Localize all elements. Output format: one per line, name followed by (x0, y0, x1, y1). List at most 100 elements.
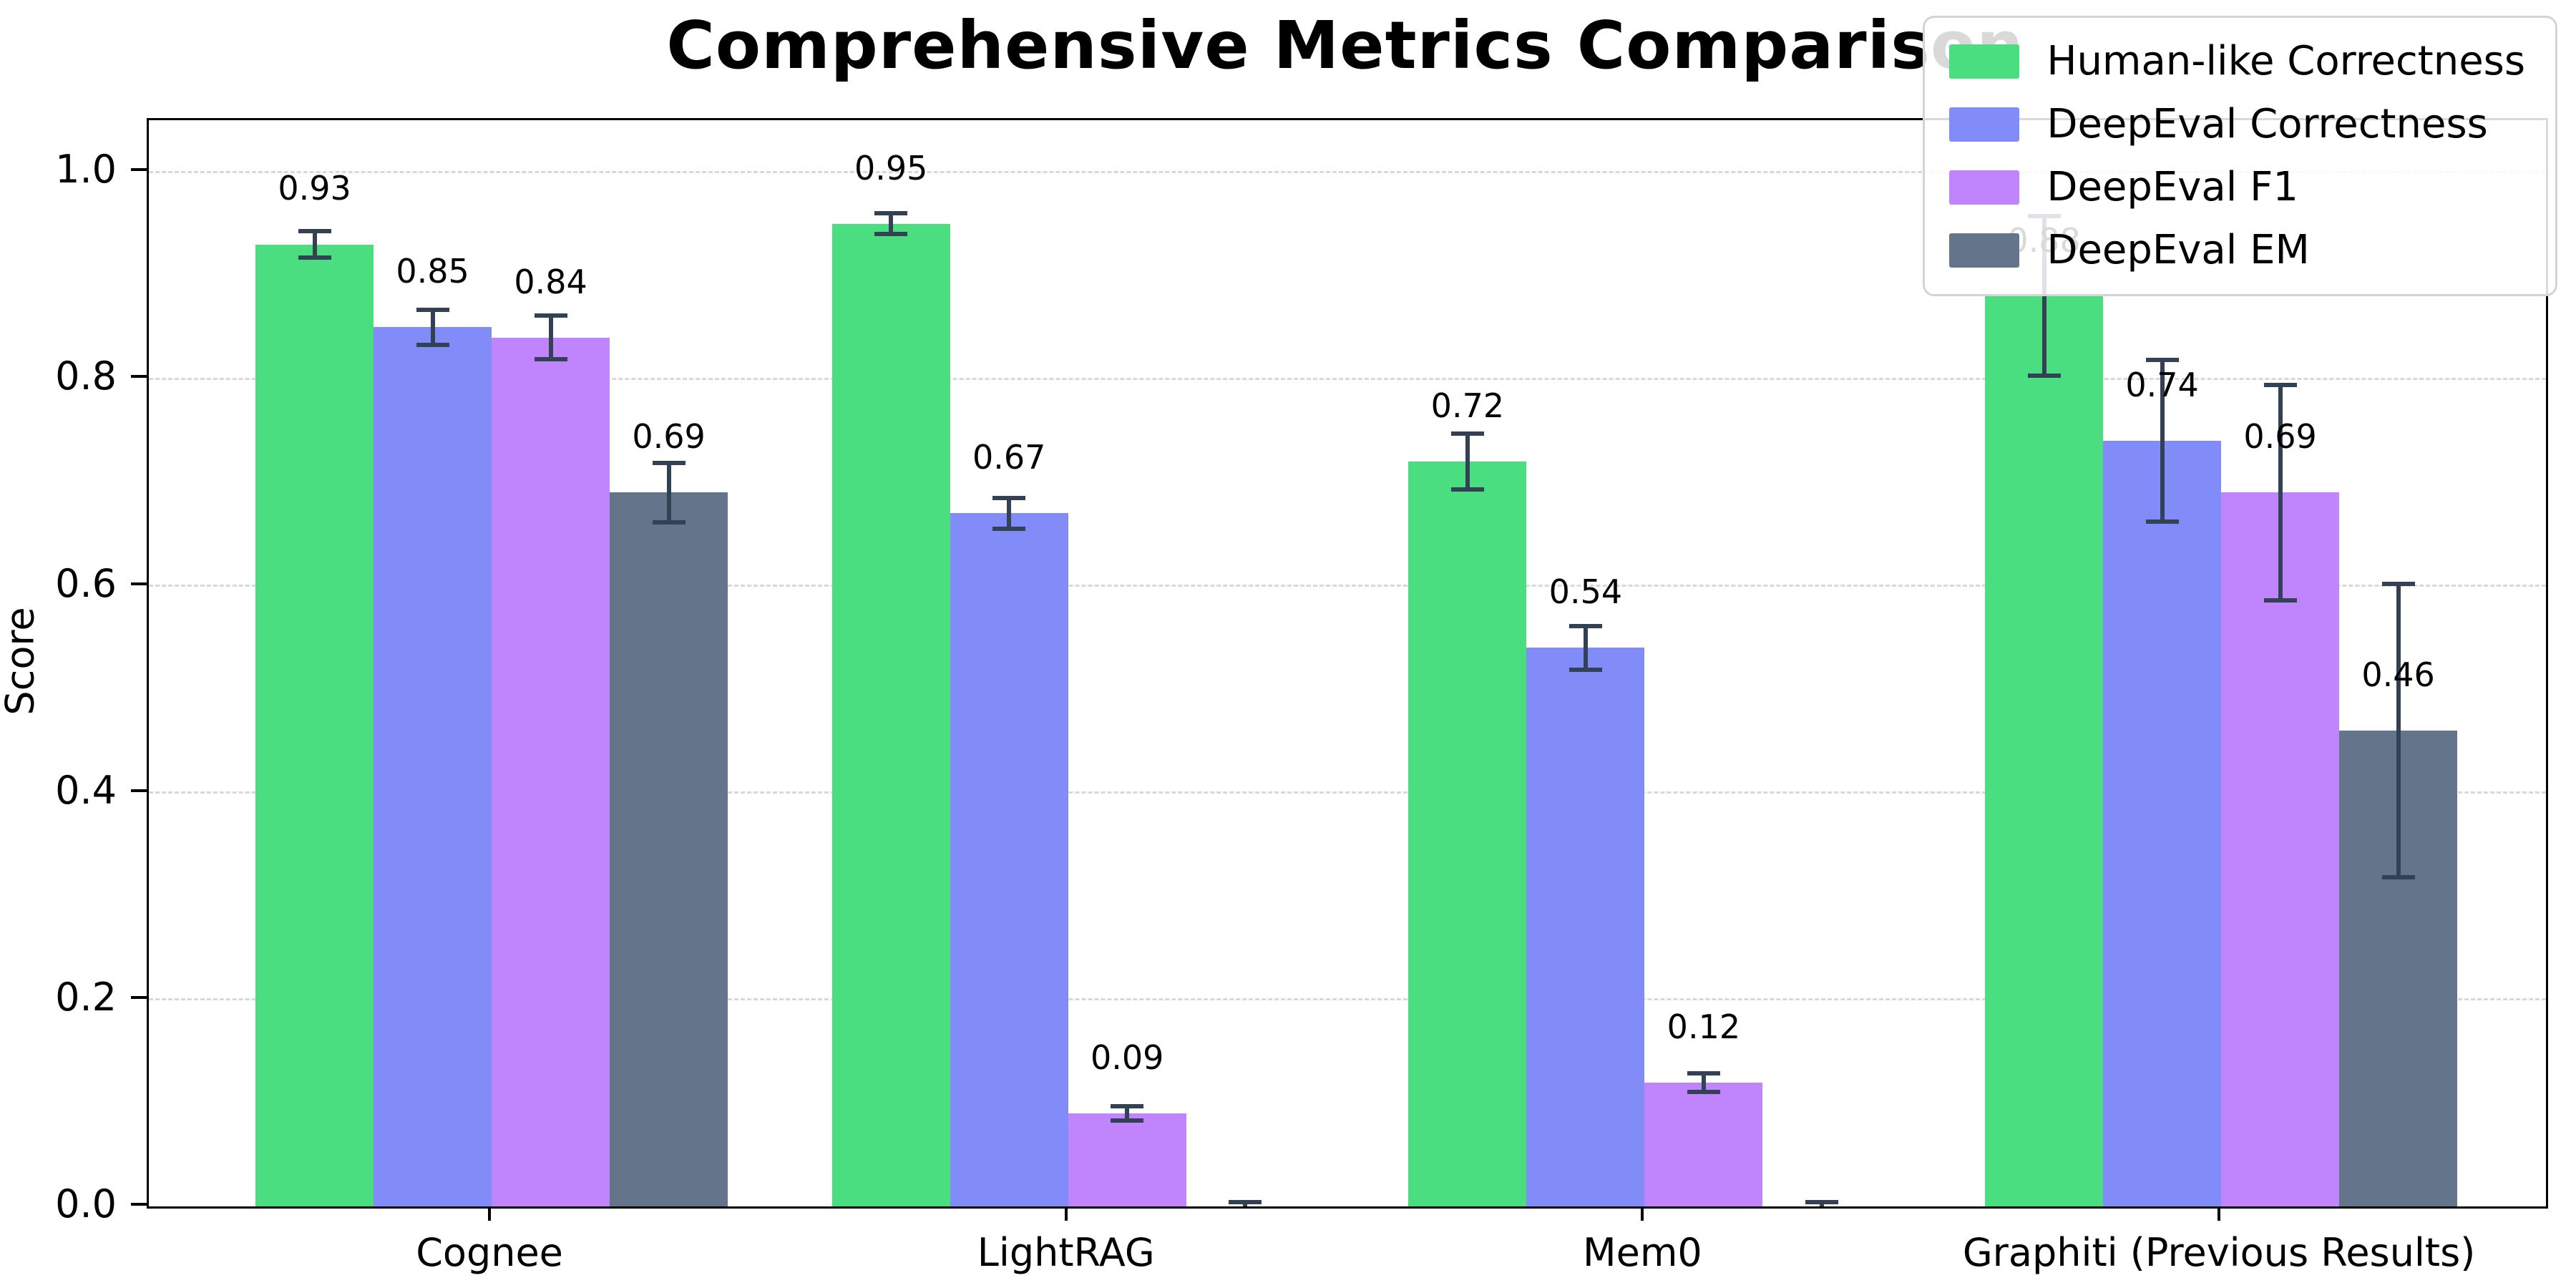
legend-item-deepeval-em: DeepEval EM (1949, 228, 2525, 273)
error-bar-cap (1229, 1200, 1262, 1205)
bar-deepeval-em (610, 492, 728, 1206)
error-bar (666, 462, 671, 523)
error-bar-cap (652, 460, 686, 465)
y-tick-label: 0.0 (55, 1181, 117, 1226)
error-bar-cap (1450, 487, 1484, 492)
bar-human-like-correctness (1985, 296, 2104, 1206)
error-bar (2278, 385, 2283, 600)
y-tick-mark (131, 375, 147, 379)
bar-value-label: 0.95 (854, 148, 928, 187)
bar-deepeval-correctness (1526, 648, 1645, 1206)
bar-human-like-correctness (255, 244, 374, 1206)
error-bar-cap (652, 520, 686, 525)
error-bar-cap (416, 307, 449, 312)
error-bar-cap (298, 228, 331, 233)
bar-value-label: 0.12 (1667, 1007, 1741, 1046)
error-bar-cap (992, 527, 1026, 532)
legend-swatch-deepeval-correctness (1949, 107, 2020, 142)
gridline (149, 791, 2546, 794)
y-tick-mark (131, 582, 147, 585)
error-bar-cap (1111, 1118, 1144, 1123)
legend: Human-like Correctness DeepEval Correctne… (1923, 16, 2557, 296)
bar-value-label: 0.67 (972, 438, 1046, 477)
legend-swatch-human-like-correctness (1949, 44, 2020, 79)
error-bar (430, 309, 435, 345)
gridline (149, 170, 2546, 173)
error-bar (548, 316, 553, 359)
error-bar-cap (416, 342, 449, 347)
bar-value-label: 0.46 (2361, 655, 2435, 694)
error-bar (1007, 497, 1012, 530)
x-tick-mark (1641, 1206, 1644, 1221)
x-tick-label-lightrag: LightRAG (977, 1230, 1155, 1275)
x-tick-label-mem0: Mem0 (1583, 1230, 1702, 1275)
error-bar-cap (2027, 374, 2061, 379)
bar-value-label: 0.93 (278, 169, 351, 208)
y-tick-mark (131, 789, 147, 792)
x-tick-mark (488, 1206, 492, 1221)
error-bar (2160, 360, 2165, 522)
x-tick-label-graphiti-previous-results-: Graphiti (Previous Results) (1962, 1230, 2476, 1275)
plot-area: 0.930.950.720.880.850.670.540.740.840.09… (147, 118, 2548, 1209)
bar-deepeval-f1 (2221, 492, 2340, 1206)
error-bar-cap (1111, 1103, 1144, 1108)
legend-label: Human-like Correctness (2046, 38, 2525, 84)
error-bar-cap (1805, 1200, 1838, 1205)
x-tick-mark (1064, 1206, 1068, 1221)
bar-deepeval-f1 (1068, 1113, 1186, 1206)
bar-deepeval-correctness (950, 513, 1068, 1206)
y-tick-mark (131, 995, 147, 999)
error-bar-cap (2263, 383, 2297, 388)
legend-label: DeepEval F1 (2046, 164, 2298, 210)
error-bar (1701, 1073, 1706, 1092)
y-tick-label: 0.4 (55, 767, 117, 813)
bar-value-label: 0.69 (2243, 417, 2317, 457)
error-bar (889, 213, 894, 235)
y-tick-label: 0.2 (55, 974, 117, 1020)
bar-value-label: 0.84 (514, 262, 587, 301)
legend-item-deepeval-correctness: DeepEval Correctness (1949, 102, 2525, 147)
x-tick-label-cognee: Cognee (416, 1230, 563, 1275)
error-bar-cap (874, 232, 908, 237)
error-bar (1583, 625, 1588, 670)
legend-swatch-deepeval-em (1949, 233, 2020, 268)
gridline (149, 585, 2546, 587)
bar-value-label: 0.54 (1548, 572, 1623, 612)
bar-deepeval-correctness (2103, 441, 2222, 1206)
bar-deepeval-correctness (374, 327, 492, 1206)
error-bar-cap (1687, 1070, 1720, 1075)
error-bar-cap (534, 356, 567, 361)
bar-human-like-correctness (831, 223, 950, 1206)
error-bar-cap (1450, 431, 1484, 436)
legend-item-human-like-correctness: Human-like Correctness (1949, 39, 2525, 84)
error-bar-cap (2381, 875, 2415, 880)
legend-label: DeepEval EM (2046, 227, 2310, 273)
bar-value-label: 0.69 (632, 417, 706, 457)
error-bar-cap (1687, 1089, 1720, 1094)
error-bar-cap (2145, 358, 2179, 363)
error-bar-cap (298, 255, 331, 260)
error-bar-cap (1568, 623, 1602, 628)
error-bar-cap (874, 211, 908, 216)
bar-value-label: 0.74 (2125, 366, 2199, 405)
error-bar-cap (2381, 581, 2415, 586)
error-bar-cap (1568, 667, 1602, 672)
bar-value-label: 0.85 (396, 252, 469, 291)
error-bar (1125, 1106, 1130, 1121)
legend-item-deepeval-f1: DeepEval F1 (1949, 165, 2525, 210)
legend-swatch-deepeval-f1 (1949, 170, 2020, 205)
y-axis-label: Score (0, 607, 43, 716)
bar-deepeval-f1 (492, 337, 610, 1206)
error-bar-cap (992, 495, 1026, 500)
y-tick-mark (131, 168, 147, 172)
error-bar-cap (2145, 519, 2179, 524)
bar-deepeval-f1 (1644, 1082, 1763, 1206)
error-bar (2396, 583, 2401, 878)
error-bar (312, 230, 317, 258)
y-tick-mark (131, 1203, 147, 1206)
error-bar (1465, 434, 1470, 490)
bar-human-like-correctness (1408, 462, 1527, 1206)
x-tick-mark (2218, 1206, 2221, 1221)
legend-label: DeepEval Correctness (2046, 101, 2488, 147)
